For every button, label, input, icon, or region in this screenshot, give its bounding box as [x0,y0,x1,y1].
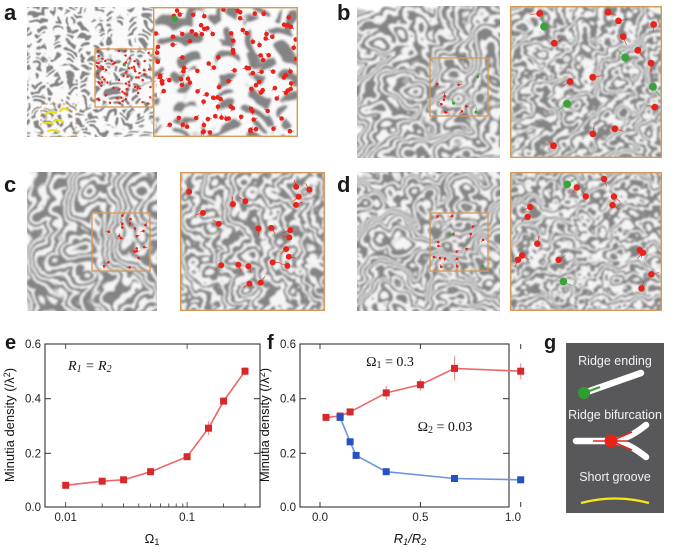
svg-text:1.0: 1.0 [505,512,521,524]
svg-text:Ω2 = 0.03: Ω2 = 0.03 [418,420,473,436]
svg-text:0.0: 0.0 [280,502,296,514]
svg-text:0.4: 0.4 [280,394,297,406]
svg-text:0.6: 0.6 [280,339,296,351]
svg-text:0.2: 0.2 [25,448,41,460]
svg-text:Minutia density (/λ2): Minutia density (/λ2) [2,368,17,482]
svg-text:0.0: 0.0 [312,512,328,524]
svg-text:Ω1: Ω1 [145,531,160,547]
svg-text:Minutia density (/λ2): Minutia density (/λ2) [260,368,272,482]
svg-text:Ω1 = 0.3: Ω1 = 0.3 [366,355,414,371]
svg-text:0.5: 0.5 [412,512,428,524]
svg-text:R1/R2: R1/R2 [394,531,426,547]
svg-text:0.2: 0.2 [280,448,296,460]
svg-text:0.01: 0.01 [55,512,77,524]
svg-text:Ridge bifurcation: Ridge bifurcation [568,408,662,422]
svg-text:0.4: 0.4 [25,394,42,406]
svg-text:0.0: 0.0 [25,502,41,514]
svg-text:Short groove: Short groove [579,470,651,484]
svg-text:Ridge ending: Ridge ending [578,354,652,368]
svg-text:0.6: 0.6 [25,339,41,351]
svg-text:0.1: 0.1 [179,512,195,524]
svg-text:R1 = R2: R1 = R2 [67,359,112,375]
